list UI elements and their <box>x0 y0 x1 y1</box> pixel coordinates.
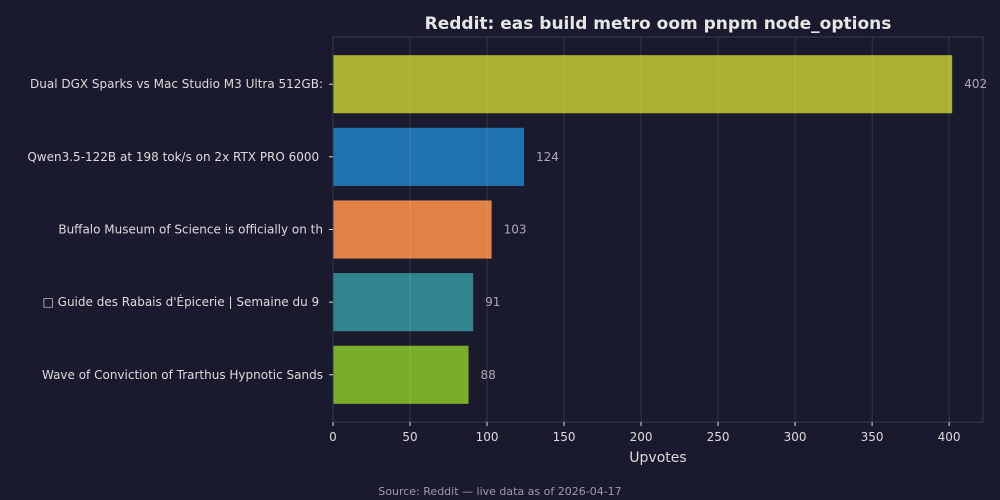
bar <box>333 273 474 332</box>
x-tick-label: 100 <box>476 430 499 444</box>
x-tick-label: 350 <box>861 430 884 444</box>
data-label: 103 <box>504 223 527 237</box>
data-label: 88 <box>481 368 496 382</box>
x-tick-label: 400 <box>938 430 961 444</box>
bar <box>333 345 469 404</box>
x-tick-label: 300 <box>784 430 807 444</box>
data-label: 91 <box>485 295 500 309</box>
source-note: Source: Reddit — live data as of 2026-04… <box>378 485 621 498</box>
bar <box>333 55 953 114</box>
y-tick-label: □ Guide des Rabais d'Épicerie | Semaine … <box>43 294 324 309</box>
x-tick-label: 0 <box>329 430 337 444</box>
y-tick-label: Wave of Conviction of Trarthus Hypnotic … <box>42 368 323 382</box>
x-tick-label: 50 <box>402 430 417 444</box>
x-tick-label: 250 <box>707 430 730 444</box>
data-label: 124 <box>536 150 559 164</box>
chart-title: Reddit: eas build metro oom pnpm node_op… <box>425 14 892 34</box>
y-tick-label: Buffalo Museum of Science is officially … <box>58 223 323 237</box>
y-tick-label: Qwen3.5-122B at 198 tok/s on 2x RTX PRO … <box>27 150 323 164</box>
bar <box>333 200 492 259</box>
x-axis-label: Upvotes <box>629 450 686 466</box>
bar <box>333 127 524 186</box>
x-tick-label: 200 <box>630 430 653 444</box>
x-tick-label: 150 <box>553 430 576 444</box>
y-tick-label: Dual DGX Sparks vs Mac Studio M3 Ultra 5… <box>30 77 323 91</box>
data-label: 402 <box>964 77 987 91</box>
